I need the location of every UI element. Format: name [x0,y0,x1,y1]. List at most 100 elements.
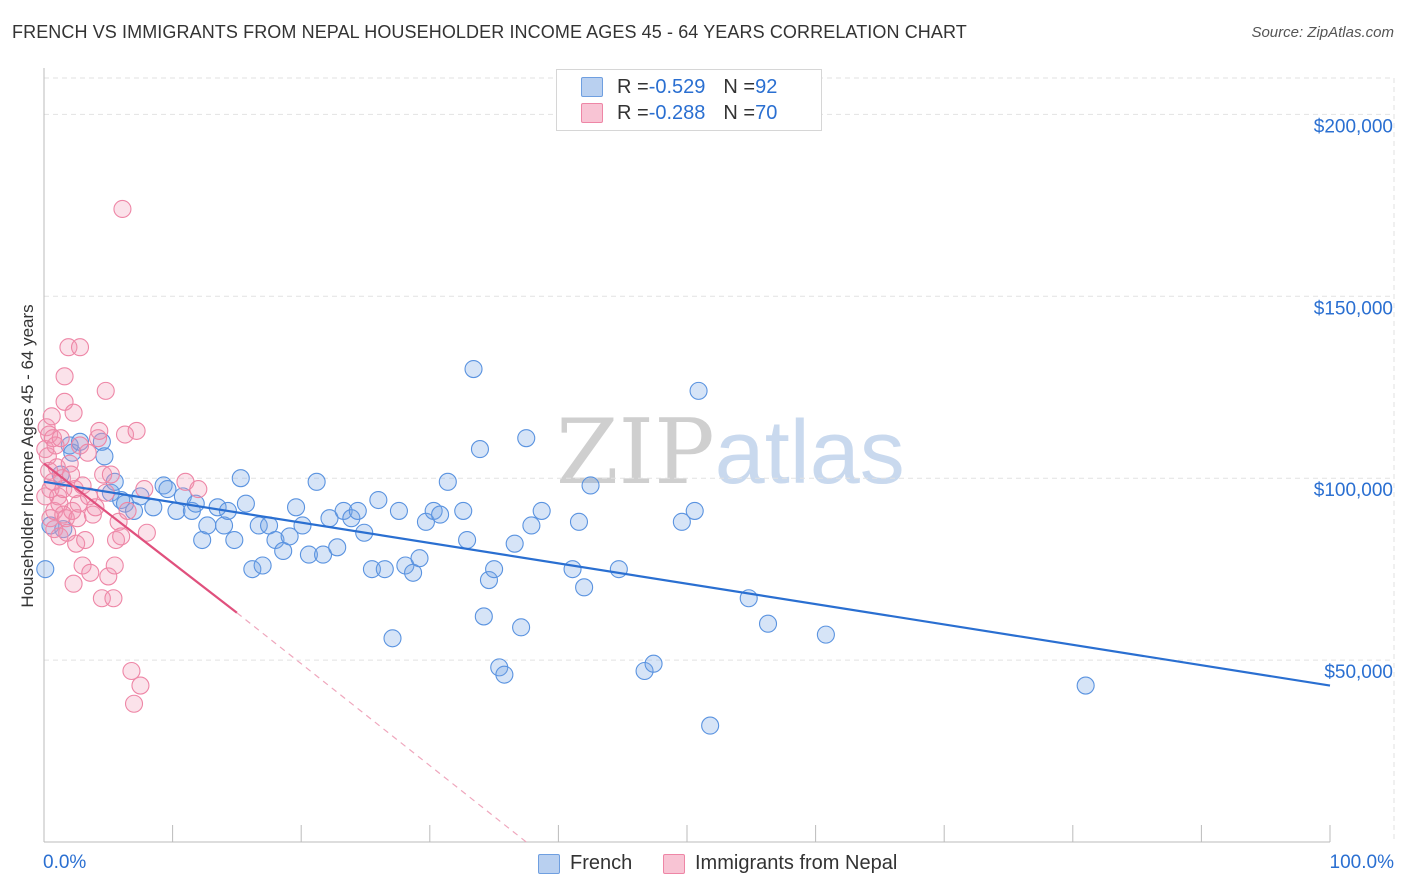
french-point [575,578,594,597]
french-point [287,498,306,517]
legend-french-swatch [581,77,603,97]
legend-nepal-n-label: N = [723,101,756,124]
french-point [375,560,394,579]
legend-row-french: R = -0.529 N = 92 [581,75,777,99]
french-point [758,614,778,633]
french-point [280,527,299,546]
nepal-point [106,530,126,550]
nepal-point [88,429,108,448]
nepal-point [67,534,86,553]
nepal-point [70,436,90,455]
french-point [522,516,541,535]
nepal-point [68,509,87,528]
french-point [479,571,499,590]
nepal-point [135,480,154,499]
x-tick-min: 0.0% [43,852,87,873]
french-point [348,501,367,520]
french-point [314,545,333,564]
nepal-point [78,443,97,462]
french-point [644,654,663,673]
nepal-point [127,421,146,440]
french-point [458,530,477,550]
french-point [438,472,457,491]
french-point [225,530,244,550]
chart-title: FRENCH VS IMMIGRANTS FROM NEPAL HOUSEHOL… [12,22,967,42]
french-point [307,472,326,491]
french-point [495,665,514,684]
y-tick-label: $100,000 [1314,480,1393,501]
stats-legend: R = -0.529 N = 92 R = -0.288 N = 70 [556,69,822,131]
french-point [253,556,272,575]
nepal-point [61,465,81,484]
french-point [431,505,450,524]
french-point [383,629,402,648]
legend-nepal-r-label: R = [617,101,649,124]
nepal-point [64,574,83,593]
nepal-point [189,480,208,499]
french-point [389,501,408,520]
bottom-legend-french-label: French [570,852,633,874]
legend-nepal-n-value: 70 [755,101,778,124]
nepal-point [96,381,115,400]
bottom-legend-nepal: Immigrants from Nepal [663,852,897,875]
french-point [231,469,250,488]
nepal-point [118,501,137,520]
french-point [517,429,536,448]
french-point [144,498,163,517]
nepal-point [131,676,150,695]
nepal-point [73,556,92,575]
nepal-point [81,563,100,582]
french-point [214,516,234,535]
french-point [609,560,628,579]
nepal-point [86,498,105,517]
y-tick-label: $150,000 [1314,298,1393,319]
french-point [193,530,212,550]
french-point [293,516,312,535]
nepal-point [51,429,70,448]
french-point [198,516,217,535]
french-point [672,512,691,531]
french-point [512,618,531,637]
french-point [328,538,347,557]
legend-nepal-swatch [581,103,603,123]
french-point [299,545,318,564]
french-point [36,560,55,579]
french-point [569,512,589,531]
x-tick-max: 100.0% [1329,852,1394,873]
french-point [701,716,720,735]
bottom-legend-french-swatch [538,853,560,874]
legend-french-r-value: -0.529 [648,75,706,98]
french-point [464,359,483,379]
french-point [635,661,654,681]
nepal-point [101,465,120,484]
nepal-point [55,367,74,386]
nepal-point [113,199,132,219]
french-point [249,516,268,535]
legend-nepal-r-value: -0.288 [648,101,706,124]
legend-french-n-value: 92 [755,75,778,98]
nepal-point [64,403,83,422]
french-point [563,560,582,579]
nepal-point [42,407,61,426]
nepal-point [43,429,63,448]
french-point [334,501,353,520]
french-point [362,560,381,579]
nepal-point [137,523,156,542]
nepal-trend-line-extension [236,612,527,843]
french-point [470,440,490,459]
french-point [689,381,708,400]
nepal-point [76,530,95,550]
french-point [581,476,600,495]
nepal-point [41,480,60,499]
french-point [474,607,493,626]
french-point [816,625,835,644]
french-point [95,447,114,466]
french-point [685,501,704,520]
nepal-point [124,694,144,713]
legend-row-nepal: R = -0.288 N = 70 [581,101,777,125]
nepal-point [104,589,123,608]
nepal-point [115,425,135,444]
french-point [485,560,504,579]
y-tick-label: $50,000 [1324,662,1393,683]
french-point [369,490,388,510]
